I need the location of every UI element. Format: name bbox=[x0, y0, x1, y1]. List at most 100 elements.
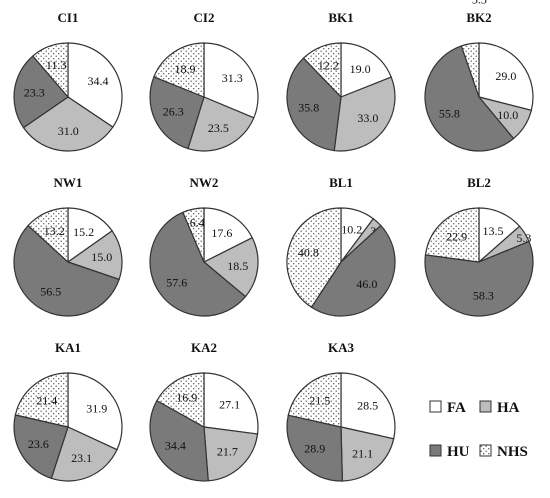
slice-nw2-fa bbox=[203, 207, 254, 263]
slice-ka3-fa bbox=[340, 372, 396, 440]
slice-label-nw1-nhs: 13.2 bbox=[44, 224, 65, 238]
slice-ka2-nhs bbox=[156, 372, 205, 429]
slice-nw1-hu bbox=[13, 224, 120, 317]
slice-label-bl2-hu: 58.3 bbox=[473, 289, 494, 303]
slice-label-nw2-nhs: 6.4 bbox=[190, 216, 205, 230]
slice-label-ci2-hu: 26.3 bbox=[163, 105, 184, 119]
pie-ka2: KA2 27.1 21.7 34.4 16.9 bbox=[149, 340, 259, 482]
slice-label-bk2-ha: 10.0 bbox=[497, 108, 518, 122]
slice-label-bl2-nhs: 22.9 bbox=[446, 229, 467, 243]
slice-label-nw1-ha: 15.0 bbox=[91, 250, 112, 264]
slice-label-ka2-nhs: 16.9 bbox=[176, 391, 197, 405]
slice-label-nw2-hu: 57.6 bbox=[166, 275, 187, 289]
slice-label-bl1-fa: 10.2 bbox=[341, 223, 362, 237]
slice-bk2-fa bbox=[478, 42, 534, 112]
slice-label-ka2-fa: 27.1 bbox=[219, 398, 240, 412]
slice-label-nw2-ha: 18.5 bbox=[227, 259, 248, 273]
slice-label-nw2-fa: 17.6 bbox=[211, 226, 232, 240]
slice-bl1-hu bbox=[310, 224, 396, 317]
slice-bl2-hu bbox=[424, 240, 534, 317]
pie-title-ka2: KA2 bbox=[191, 340, 217, 355]
slice-label-bk1-fa: 19.0 bbox=[350, 62, 371, 76]
pie-title-ci1: CI1 bbox=[58, 10, 79, 25]
slice-ci2-hu bbox=[149, 76, 205, 150]
slice-nw1-ha bbox=[66, 230, 123, 281]
slice-ci1-nhs bbox=[31, 42, 69, 99]
legend-label-fa: FA bbox=[447, 400, 466, 416]
legend-swatch-ha bbox=[479, 400, 492, 413]
pie-title-nw1: NW1 bbox=[54, 175, 83, 190]
slice-bk1-nhs bbox=[302, 42, 342, 99]
slice-ci2-nhs bbox=[153, 42, 205, 98]
pie-ka1: KA1 31.9 23.1 23.6 21.4 bbox=[13, 340, 123, 482]
slice-label-ka1-hu: 23.6 bbox=[28, 437, 49, 451]
pies-layer: CI1 34.4 31.0 23.311.3 CI2 31.3 23.5 26.3 18.9 BK… bbox=[13, 0, 534, 482]
pie-nw2: NW2 17.6 18.5 57.6 6.4 bbox=[149, 175, 259, 317]
slice-nw1-fa bbox=[67, 207, 113, 264]
slice-ci2-ha bbox=[187, 96, 255, 152]
slice-bk2-nhs bbox=[460, 42, 480, 98]
slice-label-ka3-ha: 21.1 bbox=[352, 446, 373, 460]
slice-label-bk2-fa: 29.0 bbox=[495, 69, 516, 83]
slice-label-ci2-ha: 23.5 bbox=[208, 121, 229, 135]
slice-label-bl1-hu: 46.0 bbox=[356, 277, 377, 291]
legend-item-fa: FA bbox=[429, 400, 466, 416]
pie-bk2: BK2 29.0 10.0 55.8 5.3 bbox=[424, 0, 534, 152]
slice-label-ka2-hu: 34.4 bbox=[165, 438, 186, 452]
slice-label-ka2-ha: 21.7 bbox=[217, 445, 238, 459]
slice-label-ci1-hu: 23.3 bbox=[24, 86, 45, 100]
pie-title-ka1: KA1 bbox=[55, 340, 81, 355]
legend-label-hu: HU bbox=[447, 444, 470, 460]
slice-label-ka3-nhs: 21.5 bbox=[309, 393, 330, 407]
legend-item-nhs: NHS bbox=[479, 444, 528, 460]
slice-ka2-ha bbox=[203, 426, 259, 482]
slice-label-ka3-hu: 28.9 bbox=[304, 442, 325, 456]
slice-label-bl2-fa: 13.5 bbox=[483, 224, 504, 238]
slice-label-bk2-hu: 55.8 bbox=[439, 107, 460, 121]
pie-ka3: KA3 28.5 21.1 28.9 21.5 bbox=[286, 340, 396, 482]
slice-ka1-nhs bbox=[14, 372, 69, 428]
slice-label-ka1-nhs: 21.4 bbox=[36, 393, 57, 407]
slice-bk2-hu bbox=[424, 45, 515, 152]
slice-label-ci2-fa: 31.3 bbox=[222, 71, 243, 85]
slice-ci2-fa bbox=[203, 42, 259, 119]
legend-label-ha: HA bbox=[497, 400, 520, 416]
slice-label-nw1-hu: 56.5 bbox=[40, 284, 61, 298]
pie-title-bk1: BK1 bbox=[328, 10, 353, 25]
legend-label-nhs: NHS bbox=[497, 444, 528, 460]
slice-ka3-ha bbox=[340, 426, 395, 482]
slice-bk1-fa bbox=[340, 42, 392, 98]
slice-label-bk1-hu: 35.8 bbox=[298, 101, 319, 115]
legend-swatch-hu bbox=[429, 444, 442, 457]
pie-title-ka3: KA3 bbox=[328, 340, 355, 355]
slice-ka3-nhs bbox=[287, 372, 342, 428]
legend-swatch-fa bbox=[429, 400, 442, 413]
legend-item-hu: HU bbox=[429, 444, 470, 460]
slice-label-ka3-fa: 28.5 bbox=[357, 399, 378, 413]
slice-bl1-nhs bbox=[286, 207, 342, 309]
slice-label-bk1-ha: 33.0 bbox=[357, 111, 378, 125]
pie-ci1: CI1 34.4 31.0 23.311.3 bbox=[13, 10, 123, 152]
slice-ka1-hu bbox=[13, 414, 69, 480]
pie-title-bk2: BK2 bbox=[466, 10, 491, 25]
pie-title-bl1: BL1 bbox=[329, 175, 353, 190]
slice-label-nw1-fa: 15.2 bbox=[73, 225, 94, 239]
pie-bk1: BK1 19.0 33.0 35.8 12.2 bbox=[286, 10, 396, 152]
slice-ci1-ha bbox=[22, 96, 114, 152]
slice-ci1-hu bbox=[13, 55, 69, 129]
slice-label-bl1-nhs: 40.8 bbox=[298, 245, 319, 259]
legend-item-ha: HA bbox=[479, 400, 520, 416]
pie-nw1: NW1 15.2 15.0 56.5 13.2 bbox=[13, 175, 123, 317]
slice-bk1-hu bbox=[286, 57, 342, 152]
slice-bl2-nhs bbox=[424, 207, 480, 263]
slice-bk1-ha bbox=[333, 76, 396, 152]
slice-label-ci1-fa: 34.4 bbox=[88, 74, 109, 88]
slice-label-ci1-ha: 31.0 bbox=[58, 124, 79, 138]
slice-nw1-nhs bbox=[27, 207, 69, 264]
pie-title-ci2: CI2 bbox=[194, 10, 215, 25]
slice-label-ka1-ha: 23.1 bbox=[71, 451, 92, 465]
pie-ci2: CI2 31.3 23.5 26.3 18.9 bbox=[149, 10, 259, 152]
slice-ci1-fa bbox=[67, 42, 123, 128]
